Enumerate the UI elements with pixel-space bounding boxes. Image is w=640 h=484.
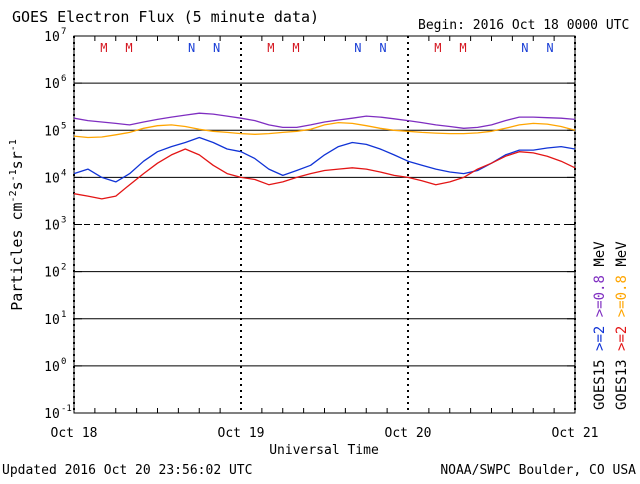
marker-n: N (379, 41, 386, 55)
y-tick-exponent: 3 (61, 216, 66, 226)
chart-title: GOES Electron Flux (5 minute data) (12, 8, 319, 26)
marker-n: N (213, 41, 220, 55)
marker-m: M (100, 41, 107, 55)
y-tick-base: 10 (44, 266, 60, 281)
begin-time: Begin: 2016 Oct 18 0000 UTC (418, 18, 629, 33)
y-tick-label: 10 3 (44, 216, 66, 234)
updated-time: Updated 2016 Oct 20 23:56:02 UTC (2, 463, 252, 478)
marker-n: N (354, 41, 361, 55)
y-tick-base: 10 (44, 313, 60, 328)
legend: GOES15 >=2 >=0.8 MeV GOES13 >=2 >=0.8 MeV (592, 241, 630, 410)
y-tick-exponent: 1 (61, 310, 66, 320)
grid-lines (74, 82, 575, 367)
y-tick-exponent: 4 (61, 168, 66, 178)
y-tick-label: 10 7 (44, 27, 66, 45)
x-tick-label: Oct 19 (218, 426, 265, 441)
x-tick-label: Oct 18 (51, 426, 98, 441)
y-tick-label: 10 6 (44, 74, 66, 92)
y-tick-label: 10 0 (44, 357, 66, 375)
marker-m: M (292, 41, 299, 55)
y-tick-base: 10 (44, 30, 60, 45)
x-tick-label: Oct 21 (552, 426, 599, 441)
marker-m: M (267, 41, 274, 55)
credit: NOAA/SWPC Boulder, CO USA (440, 463, 636, 478)
y-tick-label: 10 1 (44, 310, 66, 328)
series-line-goes13-ge08 (73, 121, 576, 139)
y-tick-base: 10 (44, 407, 60, 422)
y-tick-exponent: 0 (61, 357, 66, 367)
y-tick-label: 10 4 (44, 168, 66, 186)
legend-text: GOES13 >=2 >=0.8 MeV (614, 241, 630, 410)
x-tick-label: Oct 20 (385, 426, 432, 441)
y-tick-base: 10 (44, 124, 60, 139)
y-tick-exponent: 5 (61, 121, 66, 131)
marker-n: N (521, 41, 528, 55)
y-tick-exponent: 7 (61, 27, 66, 37)
legend-goes13: GOES13 >=2 >=0.8 MeV (614, 241, 630, 410)
marker-m: M (459, 41, 466, 55)
y-tick-label: 10 2 (44, 263, 66, 281)
marker-m: M (125, 41, 132, 55)
y-tick-base: 10 (44, 77, 60, 92)
series-line-goes13-ge2 (73, 148, 576, 200)
legend-text: GOES15 >=2 >=0.8 MeV (592, 241, 608, 410)
y-tick-exponent: 2 (61, 263, 66, 273)
marker-m: M (434, 41, 441, 55)
y-tick-base: 10 (44, 171, 60, 186)
series-line-goes15-ge08 (73, 112, 576, 129)
y-tick-base: 10 (44, 360, 60, 375)
marker-n: N (546, 41, 553, 55)
y-axis-label: Particles cm-2s-1sr-1 (8, 139, 26, 311)
y-tick-exponent: -1 (61, 404, 72, 414)
x-axis-label: Universal Time (269, 443, 379, 458)
y-tick-base: 10 (44, 219, 60, 234)
y-tick-label: 10 -1 (44, 404, 72, 422)
series-lines (73, 112, 576, 200)
y-tick-label: 10 5 (44, 121, 66, 139)
legend-goes15: GOES15 >=2 >=0.8 MeV (592, 241, 608, 410)
x-tick-labels: Oct 18 Oct 19 Oct 20 Oct 21 (51, 426, 599, 441)
marker-n: N (188, 41, 195, 55)
y-tick-exponent: 6 (61, 74, 66, 84)
